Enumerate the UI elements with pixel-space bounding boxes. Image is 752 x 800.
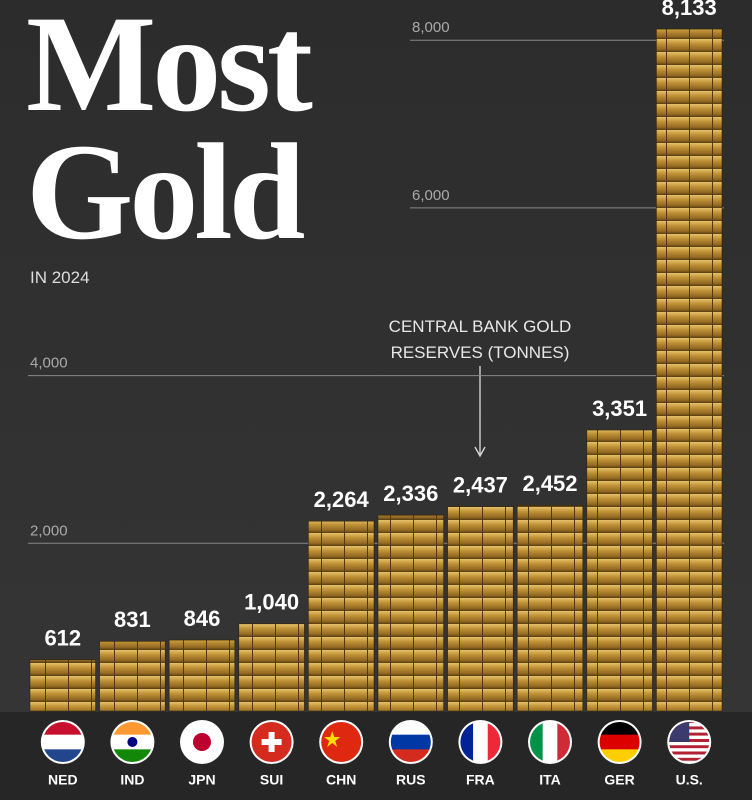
x-tick-label: GER (604, 772, 634, 788)
flag-part (669, 742, 710, 746)
flag-part (669, 751, 710, 755)
chart-title: Most Gold (26, 0, 313, 268)
x-tick-label: U.S. (676, 772, 703, 788)
x-tick-label: FRA (466, 772, 495, 788)
bar-shade (308, 521, 374, 711)
flag-part (542, 722, 558, 762)
bar-shade (517, 505, 583, 711)
x-tick-label: NED (48, 772, 78, 788)
bar (308, 520, 375, 712)
flag-part (390, 734, 431, 750)
flag (112, 722, 153, 762)
bar-shade (99, 641, 166, 711)
flag-part (460, 722, 474, 762)
bar (99, 641, 166, 712)
flag-part (42, 722, 83, 736)
bar-shade (238, 623, 305, 711)
flag (599, 722, 640, 762)
x-tick-label: RUS (396, 772, 426, 788)
flag-part (669, 748, 710, 752)
flag-part (193, 733, 211, 751)
arrow-head (474, 446, 486, 458)
subtitle: IN 2024 (30, 268, 90, 287)
flag-strip (0, 712, 752, 800)
value-label: 846 (184, 606, 221, 631)
flag-part (599, 734, 640, 750)
flag-part (112, 722, 153, 736)
flag (42, 722, 83, 762)
value-label: 8,133 (662, 0, 717, 20)
flag-part (669, 757, 710, 761)
flag-part (669, 754, 710, 758)
bar (168, 639, 236, 712)
value-label: 2,336 (383, 481, 438, 506)
x-tick-label: ITA (539, 772, 561, 788)
x-tick-label: SUI (260, 772, 283, 788)
flag-part (42, 734, 83, 750)
bar (238, 623, 305, 712)
bar-shade (169, 640, 235, 711)
flag-part (127, 737, 138, 747)
value-label: 2,452 (522, 471, 577, 496)
value-label: 612 (44, 625, 81, 650)
flag (321, 722, 362, 762)
flag-part (599, 722, 640, 736)
flag (182, 722, 222, 762)
bar (516, 505, 584, 712)
flag-star (324, 731, 341, 747)
bar (377, 514, 444, 712)
bar (447, 506, 514, 712)
flag-part (487, 722, 501, 762)
flag-part (321, 722, 362, 762)
y-tick-label: 4,000 (30, 355, 68, 372)
flag-part (669, 760, 710, 762)
x-tick-label: CHN (326, 772, 356, 788)
flag-part (557, 722, 570, 762)
bar-shade (378, 515, 444, 711)
value-label: 1,040 (244, 590, 299, 615)
bar-shade (447, 506, 514, 711)
value-label: 2,264 (314, 487, 370, 512)
bar (29, 659, 96, 712)
x-tick-label: JPN (188, 772, 215, 788)
flag-part (530, 722, 544, 762)
flag (669, 722, 710, 762)
flag-part (390, 722, 431, 736)
y-tick-label: 6,000 (412, 187, 450, 204)
flag-part (669, 745, 710, 749)
bar-shade (586, 430, 653, 711)
annotation: CENTRAL BANK GOLD RESERVES (TONNES) (388, 317, 572, 362)
bar (586, 429, 653, 712)
flag-part (42, 749, 83, 762)
flag-part (112, 749, 153, 762)
flag (251, 722, 292, 762)
flag-part (473, 722, 489, 762)
bar (656, 28, 723, 712)
flag (530, 722, 570, 762)
y-tick-label: 8,000 (412, 19, 450, 36)
value-label: 3,351 (592, 396, 647, 421)
flag (460, 722, 501, 762)
bar-shade (656, 29, 722, 711)
value-label: 831 (114, 607, 151, 632)
x-tick-label: IND (120, 772, 144, 788)
value-label: 2,437 (453, 472, 508, 497)
bar-shade (30, 659, 96, 711)
flag-part (599, 749, 640, 762)
y-tick-label: 2,000 (30, 522, 68, 539)
flag-part (261, 739, 282, 745)
flag (390, 722, 431, 762)
flag-part (390, 749, 431, 762)
